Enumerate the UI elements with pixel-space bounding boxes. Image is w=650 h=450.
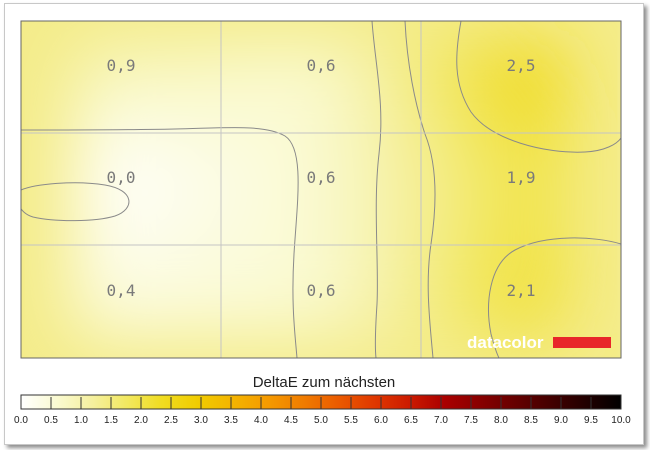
colorbar-tick-label: 8.0 — [494, 415, 508, 426]
cell-value-r0-c0: 0,9 — [107, 56, 136, 75]
plot-border — [20, 20, 622, 359]
colorbar-tick-label: 4.0 — [254, 415, 268, 426]
colorbar-tick-label: 9.0 — [554, 415, 568, 426]
cell-value-r2-c0: 0,4 — [107, 281, 136, 300]
colorbar-tick-label: 5.0 — [314, 415, 328, 426]
heatmap-plot-area — [21, 21, 621, 358]
colorbar-tick-label: 3.5 — [224, 415, 238, 426]
datacolor-logo-text: datacolor — [467, 333, 544, 352]
colorbar-tick-label: 6.0 — [374, 415, 388, 426]
contour-line — [21, 182, 130, 222]
contour-line — [488, 237, 621, 358]
colorbar-tick-label: 2.0 — [134, 415, 148, 426]
colorbar-tick-label: 0.0 — [14, 415, 28, 426]
colorbar-tick-label: 0.5 — [44, 415, 58, 426]
datacolor-logo-bar — [553, 337, 611, 348]
cell-value-r1-c2: 1,9 — [507, 168, 536, 187]
colorbar-ticks: 0.0 0.5 1.0 1.5 2.0 2.5 3.0 3.5 4.0 4.5 5.0 5.5 6.0 6… — [14, 397, 631, 426]
uniformity-heatmap-chart: 0,9 0,6 2,5 0,0 0,6 1,9 0,4 0,6 2,1 data… — [14, 20, 631, 426]
colorbar-tick-label: 4.5 — [284, 415, 298, 426]
colorbar-tick-label: 7.0 — [434, 415, 448, 426]
heatmap-color-field — [74, 41, 568, 338]
cell-value-r1-c0: 0,0 — [107, 168, 136, 187]
contour-line — [404, 21, 436, 358]
contour-lines — [21, 21, 621, 358]
contour-line — [456, 21, 621, 153]
cell-value-r2-c2: 2,1 — [507, 281, 536, 300]
colorbar-tick-label: 3.0 — [194, 415, 208, 426]
cell-value-r0-c1: 0,6 — [307, 56, 336, 75]
colorbar-tick-label: 10.0 — [611, 415, 631, 426]
colorbar-tick-label: 1.5 — [104, 415, 118, 426]
datacolor-logo: datacolor — [467, 333, 611, 352]
heatmap-sample — [524, 293, 568, 338]
contour-line — [371, 21, 382, 358]
cell-value-labels: 0,9 0,6 2,5 0,0 0,6 1,9 0,4 0,6 2,1 — [107, 56, 536, 300]
colorbar-title: DeltaE zum nächsten — [253, 374, 396, 391]
grid-lines — [21, 21, 621, 358]
colorbar-tick-label: 2.5 — [164, 415, 178, 426]
colorbar-tick-label: 6.5 — [404, 415, 418, 426]
colorbar-tick-label: 5.5 — [344, 415, 358, 426]
colorbar-tick-label: 1.0 — [74, 415, 88, 426]
contour-line — [21, 127, 299, 358]
cell-value-r1-c1: 0,6 — [307, 168, 336, 187]
cell-value-r2-c1: 0,6 — [307, 281, 336, 300]
colorbar-tick-label: 9.5 — [584, 415, 598, 426]
cell-value-r0-c2: 2,5 — [507, 56, 536, 75]
colorbar-tick-label: 8.5 — [524, 415, 538, 426]
colorbar-tick-label: 7.5 — [464, 415, 478, 426]
chart-frame: 0,9 0,6 2,5 0,0 0,6 1,9 0,4 0,6 2,1 data… — [4, 3, 644, 445]
